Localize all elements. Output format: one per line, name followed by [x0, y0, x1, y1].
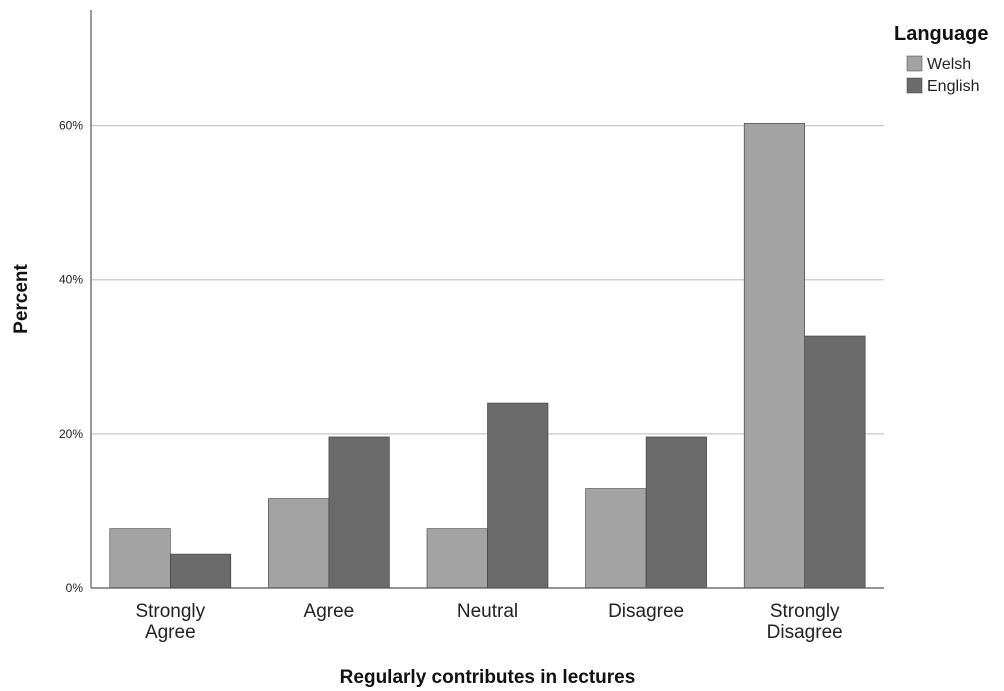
bar-welsh-4 [743, 122, 806, 589]
y-tick-label: 40% [59, 273, 83, 287]
legend-swatch-english [906, 77, 923, 94]
legend-swatch-welsh [906, 55, 923, 72]
bar-english-1 [328, 436, 390, 589]
bar-english-0 [170, 553, 232, 589]
x-tick-label: Neutral [457, 601, 518, 622]
legend-label-welsh: Welsh [927, 56, 971, 73]
bars [109, 122, 866, 589]
bar-welsh-3 [585, 488, 647, 589]
y-tick-label: 60% [59, 119, 83, 133]
bar-welsh-1 [268, 498, 330, 589]
y-tick-label: 20% [59, 427, 83, 441]
bar-welsh-2 [426, 528, 488, 589]
x-tick-labels: Strongly Agree Agree Neutral Disagree Strongl… [135, 601, 842, 643]
y-tick-labels: 0% 20% 40% 60% [59, 119, 83, 595]
bar-welsh-0 [109, 528, 171, 589]
legend-items: Welsh English [906, 55, 979, 95]
legend-label-english: English [927, 78, 979, 95]
bar-english-4 [804, 335, 866, 589]
bar-english-3 [645, 436, 707, 589]
axes [90, 10, 884, 589]
legend: Language Welsh English [894, 23, 988, 95]
bar-english-2 [487, 402, 549, 589]
y-tick-label: 0% [66, 581, 84, 595]
x-tick-label: Agree [304, 601, 355, 622]
x-axis-title: Regularly contributes in lectures [340, 667, 636, 688]
y-axis-title: Percent [11, 263, 32, 333]
x-tick-label: Disagree [608, 601, 684, 622]
x-tick-label: Strongly Disagree [767, 601, 843, 643]
x-tick-label: Strongly Agree [135, 601, 205, 643]
legend-title: Language [894, 23, 988, 45]
